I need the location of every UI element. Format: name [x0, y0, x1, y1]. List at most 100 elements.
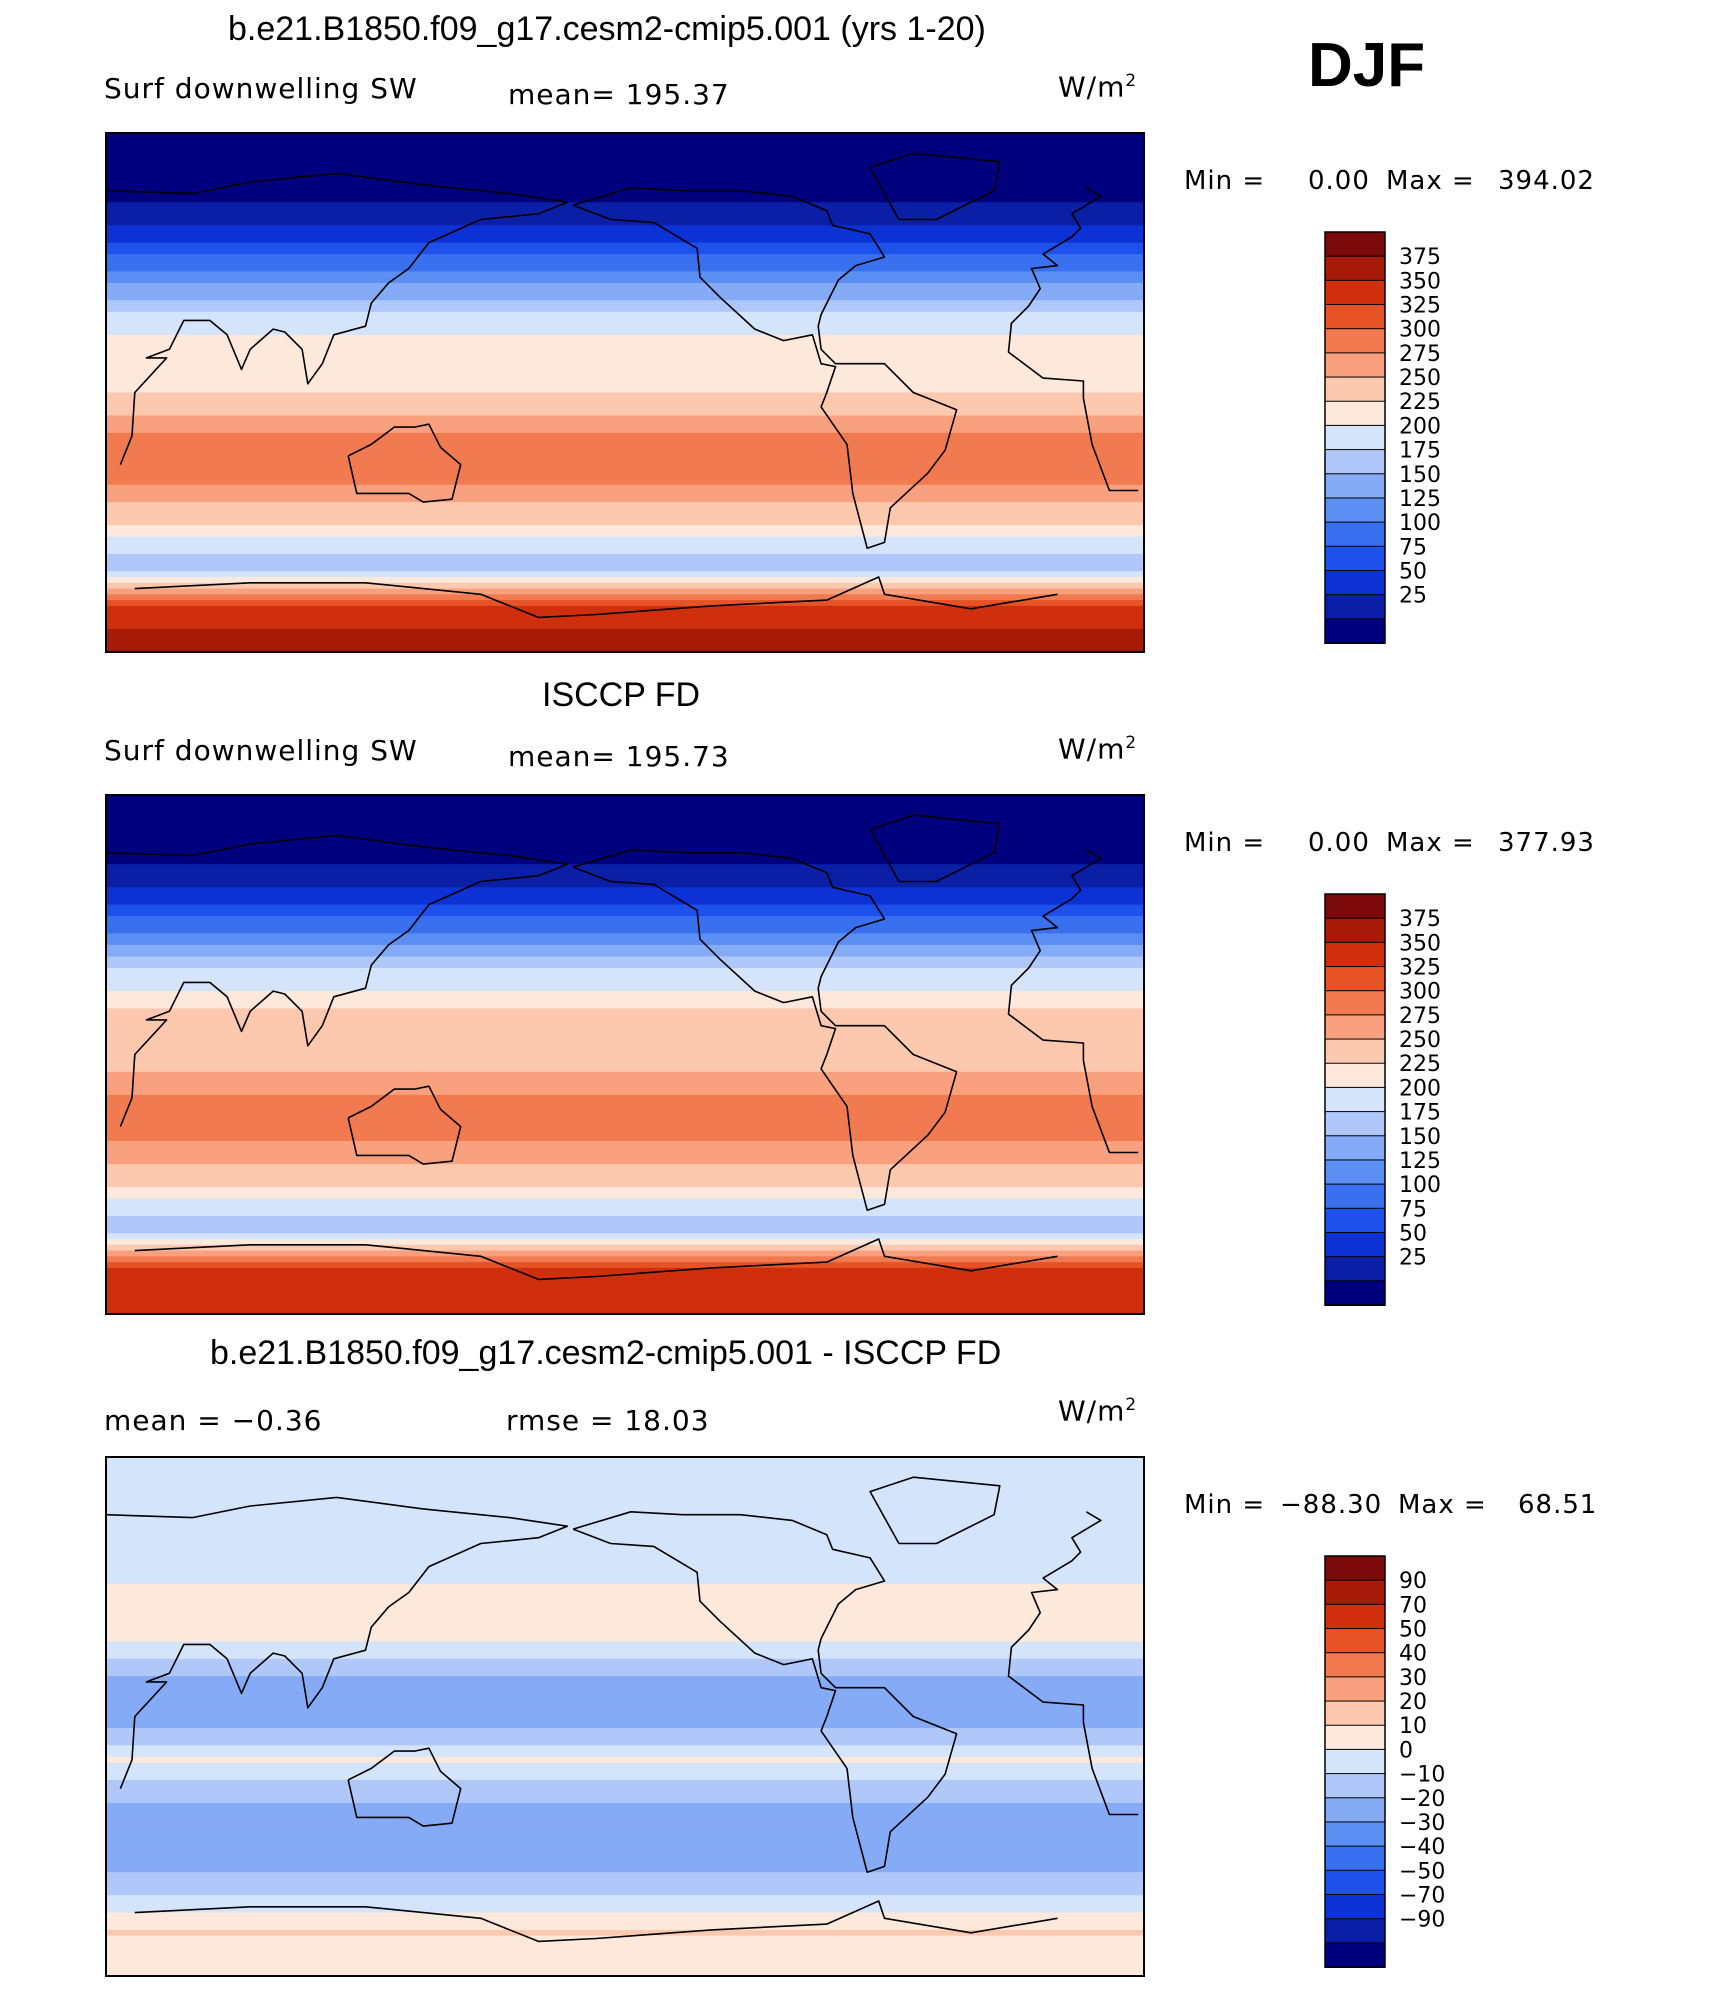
colorbar-box [1324, 1942, 1386, 1969]
field-band [106, 380, 1144, 388]
units-label: W/m2 [1058, 70, 1138, 104]
field-band [106, 1135, 1144, 1142]
field-band [106, 1204, 1144, 1211]
field-band [106, 271, 1144, 278]
field-band [106, 1175, 1144, 1182]
field-band [106, 1520, 1144, 1527]
colorbar: 3753503253002752502252001751501251007550… [1324, 231, 1441, 645]
field-band [106, 829, 1144, 836]
field-band [106, 1687, 1144, 1695]
field-band [106, 623, 1144, 630]
field-band [106, 1958, 1144, 1966]
colorbar-box [1324, 255, 1386, 282]
field-band [106, 1578, 1144, 1585]
field-band [106, 1756, 1144, 1764]
field-band [106, 956, 1144, 963]
field-band [106, 352, 1144, 359]
colorbar-tick-label: 275 [1399, 1004, 1441, 1029]
field-band [106, 795, 1144, 802]
field-band [106, 1970, 1144, 1977]
colorbar-box [1324, 1676, 1386, 1703]
field-band [106, 1918, 1144, 1925]
field-band [106, 1485, 1144, 1493]
colorbar-tick-label: 50 [1399, 1618, 1427, 1643]
colorbar-tick-label: 225 [1399, 390, 1441, 415]
colorbar-tick-label: 300 [1399, 980, 1441, 1005]
colorbar-box [1324, 618, 1386, 645]
field-band [106, 548, 1144, 555]
field-band [106, 1872, 1144, 1879]
field-band [106, 1641, 1144, 1648]
field-band [106, 835, 1144, 842]
field-band [106, 479, 1144, 486]
field-band [106, 1779, 1144, 1787]
field-band [106, 1480, 1144, 1487]
field-band [106, 1158, 1144, 1165]
colorbar-tick-label: −30 [1399, 1811, 1445, 1836]
field-band [106, 1187, 1144, 1194]
colorbar-box [1324, 400, 1386, 427]
field-band [106, 559, 1144, 567]
colorbar-tick-label: −10 [1399, 1763, 1445, 1788]
field-band [106, 1612, 1144, 1620]
colorbar-box [1324, 376, 1386, 403]
map-plot [105, 1456, 1145, 1977]
field-band [106, 461, 1144, 469]
field-band [106, 438, 1144, 445]
field-bands [106, 133, 1144, 653]
field-band [106, 881, 1144, 888]
colorbar-tick-label: 175 [1399, 1101, 1441, 1126]
field-band [106, 138, 1144, 146]
colorbar-tick-label: −40 [1399, 1835, 1445, 1860]
field-band [106, 1618, 1144, 1625]
field-band [106, 432, 1144, 440]
field-band [106, 1019, 1144, 1027]
colorbar-tick-label: 125 [1399, 487, 1441, 512]
field-band [106, 409, 1144, 417]
field-band [106, 231, 1144, 238]
field-band [106, 386, 1144, 394]
field-band [106, 916, 1144, 923]
field-band [106, 1583, 1144, 1591]
field-band [106, 1947, 1144, 1954]
field-band [106, 1457, 1144, 1464]
coastline [347, 1747, 462, 1827]
colorbar-box [1324, 1748, 1386, 1775]
field-band [106, 363, 1144, 371]
field-band [106, 1198, 1144, 1206]
colorbar-box [1324, 1256, 1386, 1282]
max-label: Max = [1398, 1490, 1487, 1520]
colorbar-box [1324, 545, 1386, 572]
colorbar-box [1324, 424, 1386, 451]
field-band [106, 1635, 1144, 1643]
field-band [106, 846, 1144, 854]
colorbar-tick-label: 250 [1399, 366, 1441, 391]
min-label: Min = [1184, 166, 1266, 196]
field-band [106, 1267, 1144, 1275]
field-band [106, 1279, 1144, 1286]
field-band [106, 646, 1144, 653]
field-band [106, 812, 1144, 819]
field-band [106, 1169, 1144, 1177]
field-band [106, 1820, 1144, 1827]
field-band [106, 242, 1144, 249]
field-band [106, 1929, 1144, 1937]
field-band [106, 288, 1144, 296]
field-band [106, 404, 1144, 411]
field-band [106, 1797, 1144, 1804]
field-band [106, 1146, 1144, 1154]
colorbar-tick-label: 350 [1399, 931, 1441, 956]
field-band [106, 1531, 1144, 1539]
field-band [106, 202, 1144, 209]
colorbar-box [1324, 917, 1386, 944]
colorbar-tick-label: 225 [1399, 1052, 1441, 1077]
colorbar-tick-label: 70 [1399, 1593, 1427, 1618]
colorbar-box [1324, 893, 1386, 920]
field-band [106, 864, 1144, 871]
field-band [106, 875, 1144, 883]
colorbar-tick-label: 0 [1399, 1738, 1413, 1763]
field-band [106, 311, 1144, 319]
field-band [106, 1647, 1144, 1654]
field-band [106, 1117, 1144, 1125]
colorbar-tick-label: 275 [1399, 342, 1441, 367]
